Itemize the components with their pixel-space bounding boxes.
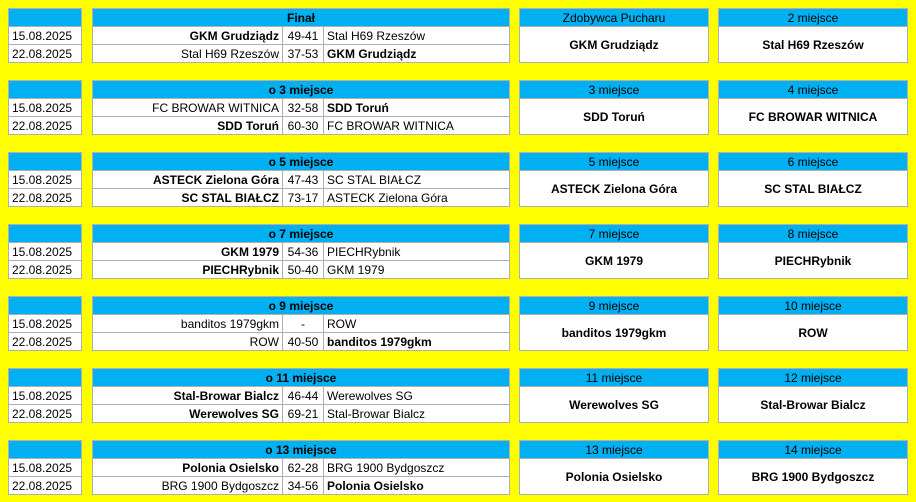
round-title: o 13 miejsce [92, 440, 510, 459]
home-team: ROW [92, 332, 283, 351]
place-label: 12 miejsce [718, 368, 908, 387]
date-header [8, 152, 82, 171]
score: 60-30 [282, 116, 324, 135]
away-team: BRG 1900 Bydgoszcz [323, 458, 510, 477]
home-team: BRG 1900 Bydgoszcz [92, 476, 283, 495]
match-date: 22.08.2025 [8, 476, 82, 495]
place-team: Stal-Browar Bialcz [718, 386, 908, 423]
home-team: Polonia Osielsko [92, 458, 283, 477]
match-date: 15.08.2025 [8, 458, 82, 477]
away-team: banditos 1979gkm [323, 332, 510, 351]
place-label: 2 miejsce [718, 8, 908, 27]
round-title: Finał [92, 8, 510, 27]
home-team: FC BROWAR WITNICA [92, 98, 283, 117]
home-team: PIECHRybnik [92, 260, 283, 279]
place-team: GKM 1979 [519, 242, 709, 279]
away-team: SDD Toruń [323, 98, 510, 117]
away-team: ASTECK Zielona Góra [323, 188, 510, 207]
away-team: GKM Grudziądz [323, 44, 510, 63]
match-date: 22.08.2025 [8, 188, 82, 207]
match-date: 22.08.2025 [8, 260, 82, 279]
date-header [8, 224, 82, 243]
place-label: 6 miejsce [718, 152, 908, 171]
score: 34-56 [282, 476, 324, 495]
place-label: 14 miejsce [718, 440, 908, 459]
place-team: PIECHRybnik [718, 242, 908, 279]
date-header [8, 368, 82, 387]
date-header [8, 440, 82, 459]
match-date: 22.08.2025 [8, 332, 82, 351]
match-date: 22.08.2025 [8, 404, 82, 423]
place-team: ASTECK Zielona Góra [519, 170, 709, 207]
match-date: 15.08.2025 [8, 98, 82, 117]
place-team: SC STAL BIAŁCZ [718, 170, 908, 207]
score: 54-36 [282, 242, 324, 261]
score: 69-21 [282, 404, 324, 423]
date-header [8, 80, 82, 99]
home-team: SC STAL BIAŁCZ [92, 188, 283, 207]
place-label: 13 miejsce [519, 440, 709, 459]
home-team: GKM 1979 [92, 242, 283, 261]
round-title: o 11 miejsce [92, 368, 510, 387]
away-team: ROW [323, 314, 510, 333]
match-date: 15.08.2025 [8, 386, 82, 405]
place-team: ROW [718, 314, 908, 351]
place-label: 10 miejsce [718, 296, 908, 315]
home-team: Werewolves SG [92, 404, 283, 423]
place-team: Polonia Osielsko [519, 458, 709, 495]
place-label: 4 miejsce [718, 80, 908, 99]
score: 47-43 [282, 170, 324, 189]
match-date: 22.08.2025 [8, 44, 82, 63]
away-team: Stal H69 Rzeszów [323, 26, 510, 45]
match-date: 15.08.2025 [8, 170, 82, 189]
round-title: o 5 miejsce [92, 152, 510, 171]
score: 50-40 [282, 260, 324, 279]
score: 73-17 [282, 188, 324, 207]
place-label: Zdobywca Pucharu [519, 8, 709, 27]
place-label: 7 miejsce [519, 224, 709, 243]
round-title: o 3 miejsce [92, 80, 510, 99]
away-team: Stal-Browar Bialcz [323, 404, 510, 423]
date-header [8, 296, 82, 315]
away-team: SC STAL BIAŁCZ [323, 170, 510, 189]
score: 32-58 [282, 98, 324, 117]
match-date: 15.08.2025 [8, 242, 82, 261]
place-label: 3 miejsce [519, 80, 709, 99]
round-title: o 9 miejsce [92, 296, 510, 315]
home-team: Stal H69 Rzeszów [92, 44, 283, 63]
away-team: Polonia Osielsko [323, 476, 510, 495]
match-date: 15.08.2025 [8, 314, 82, 333]
home-team: Stal-Browar Bialcz [92, 386, 283, 405]
place-label: 9 miejsce [519, 296, 709, 315]
home-team: banditos 1979gkm [92, 314, 283, 333]
home-team: ASTECK Zielona Góra [92, 170, 283, 189]
place-team: banditos 1979gkm [519, 314, 709, 351]
place-label: 5 miejsce [519, 152, 709, 171]
score: 40-50 [282, 332, 324, 351]
score: - [282, 314, 324, 333]
place-team: Werewolves SG [519, 386, 709, 423]
score: 37-53 [282, 44, 324, 63]
score: 46-44 [282, 386, 324, 405]
score: 62-28 [282, 458, 324, 477]
away-team: FC BROWAR WITNICA [323, 116, 510, 135]
date-header [8, 8, 82, 27]
match-date: 22.08.2025 [8, 116, 82, 135]
away-team: PIECHRybnik [323, 242, 510, 261]
place-label: 11 miejsce [519, 368, 709, 387]
place-team: GKM Grudziądz [519, 26, 709, 63]
place-team: BRG 1900 Bydgoszcz [718, 458, 908, 495]
place-label: 8 miejsce [718, 224, 908, 243]
place-team: FC BROWAR WITNICA [718, 98, 908, 135]
away-team: Werewolves SG [323, 386, 510, 405]
away-team: GKM 1979 [323, 260, 510, 279]
home-team: SDD Toruń [92, 116, 283, 135]
round-title: o 7 miejsce [92, 224, 510, 243]
place-team: SDD Toruń [519, 98, 709, 135]
place-team: Stal H69 Rzeszów [718, 26, 908, 63]
home-team: GKM Grudziądz [92, 26, 283, 45]
score: 49-41 [282, 26, 324, 45]
match-date: 15.08.2025 [8, 26, 82, 45]
